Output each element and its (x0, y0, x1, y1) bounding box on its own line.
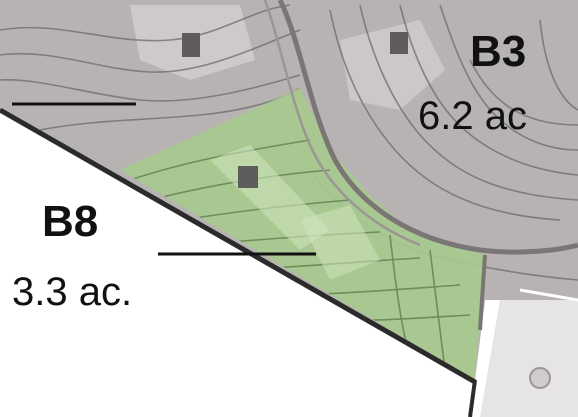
blank-area (0, 110, 475, 417)
building-marker (390, 32, 408, 54)
road-edge (277, 0, 578, 255)
plaza-feature (529, 367, 551, 389)
parcel-b3-acreage: 6.2 ac (418, 94, 527, 138)
contour-line (539, 19, 578, 111)
contour-line (429, 249, 446, 371)
contour-line (0, 74, 301, 102)
contour-line (469, 59, 578, 126)
light-pad (340, 20, 445, 110)
parcel-boundary (468, 379, 477, 417)
contour-line (0, 29, 301, 73)
building-marker (182, 33, 200, 57)
contour-line (359, 4, 578, 201)
parcel-b8-pad (300, 205, 380, 280)
road-edge (519, 288, 578, 302)
building-marker (238, 166, 258, 188)
road-edge (478, 254, 487, 331)
plaza-area (480, 300, 578, 417)
parcel-b8-label: B8 (42, 197, 99, 246)
contour-line (0, 4, 291, 42)
parcel-boundary (0, 107, 477, 385)
parcel-b8-acreage: 3.3 ac. (12, 270, 133, 314)
contour-line (439, 4, 578, 151)
contour-line (329, 9, 561, 221)
parcel-b3-label: B3 (470, 27, 527, 76)
contour-line (399, 4, 578, 176)
road-edge (263, 0, 421, 247)
